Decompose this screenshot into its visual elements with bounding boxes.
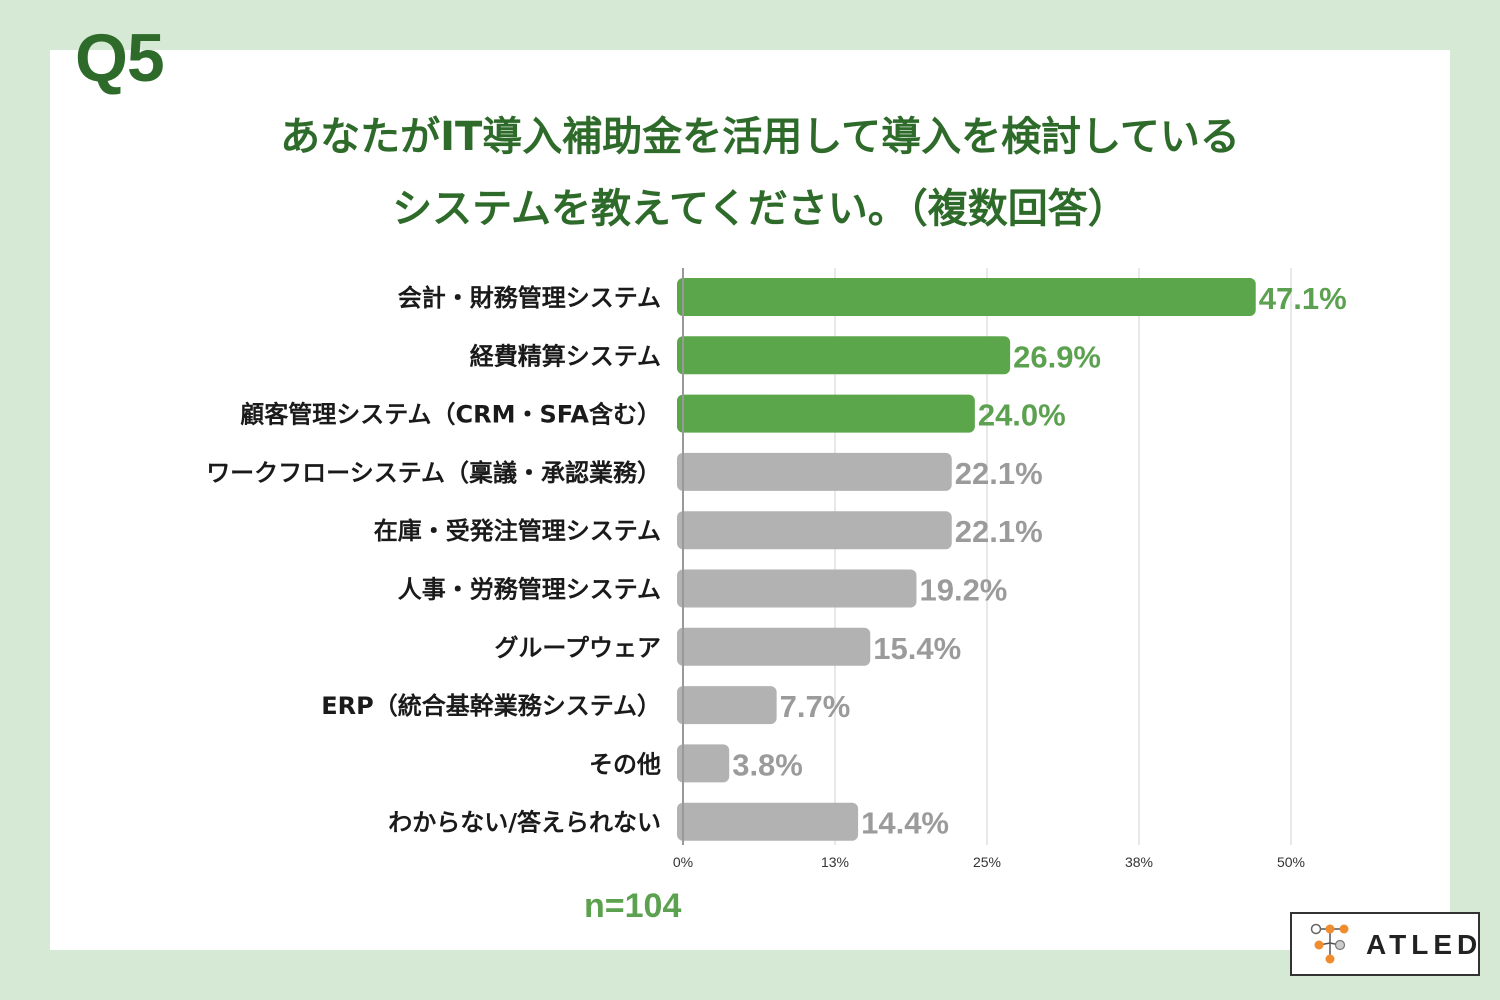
bar: [677, 686, 777, 725]
atled-logo: ATLED: [1290, 912, 1480, 976]
bar: [677, 627, 871, 666]
x-tick-label: 25%: [973, 854, 1001, 870]
category-label: グループウェア: [494, 634, 661, 662]
bar: [677, 394, 975, 433]
logo-node: [1339, 924, 1349, 934]
chart-card: [50, 50, 1450, 950]
bar: [677, 278, 1256, 316]
bar: [677, 802, 859, 841]
category-label: 経費精算システム: [470, 342, 661, 370]
value-label: 24.0%: [978, 398, 1066, 433]
chart-title-line-1: あなたがIT導入補助金を活用して導入を検討している: [280, 114, 1240, 160]
category-label: 在庫・受発注管理システム: [374, 517, 661, 545]
logo-wordmark: ATLED: [1366, 929, 1483, 960]
category-label: 顧客管理システム（CRM・SFA含む）: [240, 401, 661, 429]
x-tick-label: 50%: [1277, 854, 1305, 870]
chart-title-line-2: システムを教えてください。（複数回答）: [392, 186, 1128, 232]
bar: [677, 744, 730, 783]
x-tick-label: 13%: [821, 854, 849, 870]
category-label: ワークフローシステム（稟議・承認業務）: [206, 459, 661, 487]
sample-size: n=104: [584, 887, 682, 925]
logo-node: [1314, 940, 1324, 950]
bar: [677, 452, 952, 491]
logo-node: [1325, 954, 1335, 964]
category-label: 会計・財務管理システム: [398, 284, 661, 312]
category-label: ERP（統合基幹業務システム）: [321, 692, 661, 720]
logo-node: [1325, 924, 1335, 934]
value-label: 26.9%: [1013, 339, 1101, 374]
bar: [677, 336, 1011, 375]
category-label: 人事・労務管理システム: [398, 576, 661, 604]
bar: [677, 569, 917, 608]
value-label: 7.7%: [780, 689, 851, 724]
value-label: 47.1%: [1259, 281, 1347, 316]
logo-node: [1310, 923, 1322, 935]
atled-logo-icon: [1310, 923, 1349, 964]
value-label: 19.2%: [919, 573, 1007, 608]
value-label: 3.8%: [732, 747, 803, 782]
value-label: 22.1%: [955, 456, 1043, 491]
value-label: 15.4%: [873, 631, 961, 666]
question-number: Q5: [75, 20, 165, 96]
bar: [677, 511, 952, 550]
x-tick-label: 0%: [673, 854, 693, 870]
value-label: 22.1%: [955, 514, 1043, 549]
category-label: その他: [589, 750, 661, 778]
x-tick-label: 38%: [1125, 854, 1153, 870]
logo-node: [1334, 939, 1346, 951]
value-label: 14.4%: [861, 806, 949, 841]
category-label: わからない/答えられない: [388, 809, 661, 837]
